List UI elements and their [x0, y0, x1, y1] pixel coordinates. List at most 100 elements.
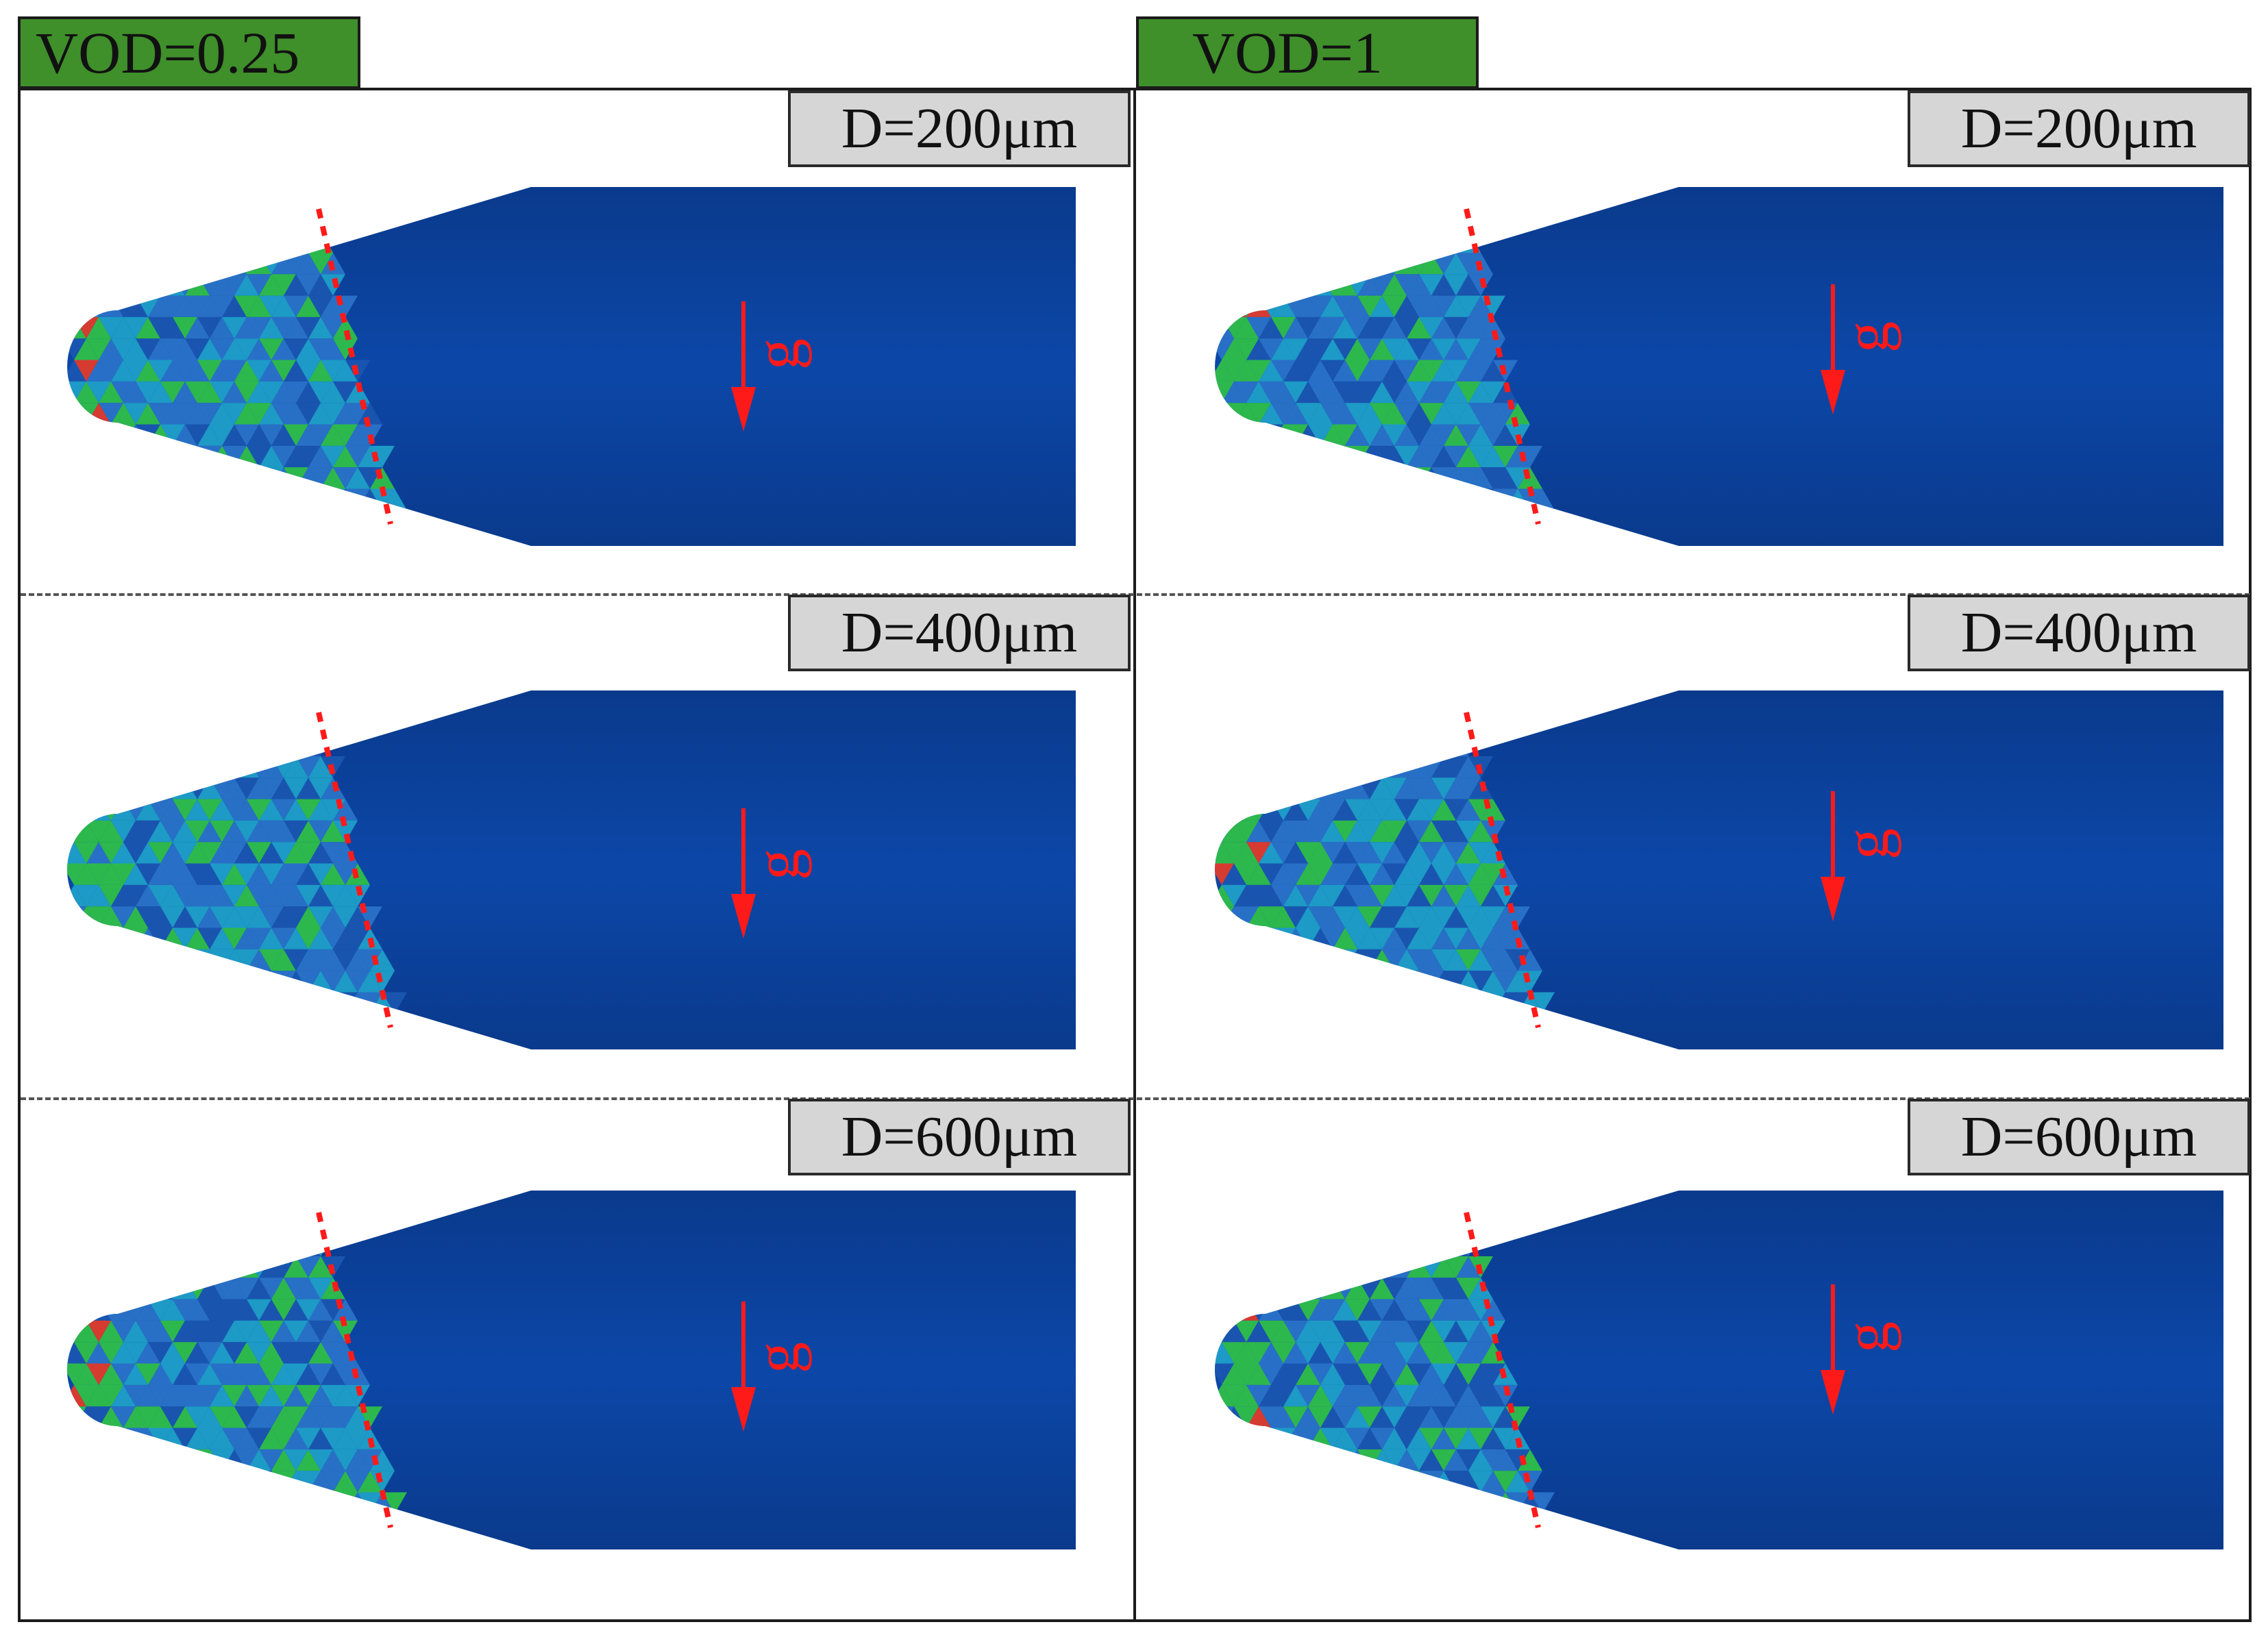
mesh-element: [136, 360, 160, 382]
mesh-element: [1246, 488, 1271, 510]
mesh-element: [1419, 338, 1444, 360]
mesh-element: [284, 1342, 308, 1364]
mesh-element: [1419, 734, 1444, 756]
mesh-element: [1431, 1535, 1456, 1549]
mesh-element: [222, 316, 247, 339]
mesh-element: [271, 884, 296, 907]
mesh-element: [99, 842, 123, 864]
mesh-element: [1345, 1192, 1370, 1214]
mesh-element: [160, 252, 185, 275]
mesh-element: [333, 1299, 358, 1321]
mesh-element: [148, 1492, 173, 1514]
mesh-element: [1259, 381, 1283, 403]
mesh-element: [86, 1013, 111, 1036]
mesh-element: [247, 906, 271, 928]
mesh-element: [67, 1192, 86, 1214]
mesh-element: [185, 210, 210, 232]
mesh-element: [160, 510, 185, 532]
mesh-element: [1345, 992, 1370, 1014]
mesh-element: [185, 488, 210, 510]
mesh-element: [1222, 1363, 1246, 1385]
mesh-element: [222, 820, 247, 843]
mesh-element: [1370, 210, 1394, 232]
mesh-element: [259, 863, 284, 885]
mesh-element: [247, 1471, 271, 1493]
mesh-element: [1456, 842, 1481, 864]
mesh-element: [1271, 842, 1296, 864]
mesh-element: [1518, 445, 1542, 468]
mesh-element: [148, 713, 173, 735]
mesh-element: [74, 1471, 99, 1493]
mesh-element: [247, 842, 271, 864]
mesh-element: [296, 734, 321, 756]
mesh-element: [185, 1192, 210, 1214]
mesh-element: [234, 1384, 259, 1407]
mesh-element: [197, 1013, 222, 1036]
mesh-element: [308, 1428, 333, 1449]
mesh-element: [74, 274, 99, 296]
mesh-element: [1246, 1471, 1271, 1493]
mesh-element: [247, 532, 271, 546]
mesh-element: [1333, 210, 1357, 232]
mesh-element: [395, 1035, 419, 1049]
mesh-element: [271, 381, 296, 403]
mesh-element: [136, 971, 160, 993]
mesh-element: [1320, 734, 1345, 756]
mesh-element: [1222, 692, 1246, 714]
mesh-element: [1382, 231, 1407, 253]
mesh-element: [1333, 949, 1357, 971]
mesh-element: [1419, 1013, 1444, 1036]
mesh-element: [1370, 842, 1394, 864]
mesh-element: [1296, 274, 1320, 296]
mesh-element: [1370, 274, 1394, 296]
mesh-element: [123, 532, 148, 546]
mesh-element: [1283, 403, 1308, 425]
mesh-element: [308, 906, 333, 928]
mesh-element: [284, 1035, 308, 1049]
mesh-element: [222, 532, 247, 546]
mesh-element: [321, 1035, 345, 1049]
mesh-element: [1222, 424, 1246, 446]
mesh-element: [259, 820, 284, 843]
mesh-element: [148, 445, 173, 468]
mesh-element: [1308, 799, 1333, 821]
mesh-element: [1333, 906, 1357, 928]
mesh-element: [284, 1492, 308, 1514]
mesh-element: [74, 1192, 99, 1214]
mesh-element: [222, 338, 247, 360]
mesh-element: [1419, 1320, 1444, 1343]
mesh-element: [1320, 1320, 1345, 1343]
mesh-element: [1234, 1299, 1259, 1321]
mesh-element: [1456, 1278, 1481, 1299]
mesh-element: [1468, 971, 1493, 993]
mesh-element: [1370, 1234, 1394, 1256]
mesh-element: [1394, 863, 1419, 885]
mesh-element: [1308, 1256, 1333, 1278]
mesh-element: [160, 692, 185, 714]
mesh-element: [136, 1278, 160, 1299]
mesh-element: [1456, 992, 1481, 1014]
mesh-element: [1419, 927, 1444, 949]
mesh-element: [1320, 381, 1345, 403]
mesh-element: [1215, 188, 1234, 210]
mesh-element: [271, 1384, 296, 1407]
mesh-element: [1345, 777, 1370, 799]
mesh-element: [234, 1278, 259, 1299]
mesh-element: [86, 1428, 111, 1449]
mesh-element: [86, 734, 111, 756]
mesh-element: [284, 403, 308, 425]
mesh-element: [123, 1406, 148, 1428]
mesh-element: [86, 971, 111, 993]
mesh-element: [1431, 820, 1456, 843]
mesh-element: [321, 1013, 345, 1036]
mesh-element: [222, 424, 247, 446]
mesh-element: [1246, 1035, 1271, 1049]
mesh-element: [173, 1406, 197, 1428]
mesh-element: [67, 424, 86, 446]
mesh-element: [271, 231, 296, 253]
mesh-element: [247, 295, 271, 317]
mesh-element: [1431, 992, 1456, 1014]
mesh-element: [1357, 1299, 1382, 1321]
mesh-element: [284, 1278, 308, 1299]
mesh-element: [1320, 971, 1345, 993]
